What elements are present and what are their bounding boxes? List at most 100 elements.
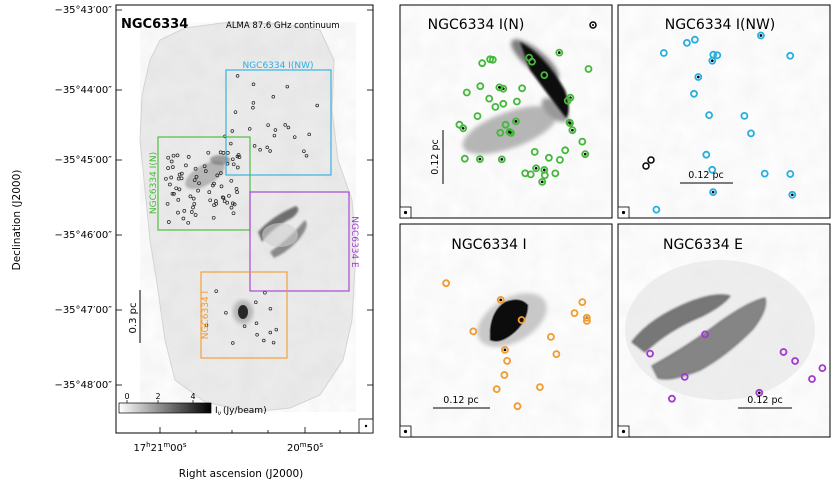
core-marker bbox=[556, 155, 564, 164]
core-marker bbox=[540, 165, 549, 174]
core-marker bbox=[540, 71, 549, 79]
panel-i-title: NGC6334 I bbox=[451, 237, 526, 253]
core-marker bbox=[193, 213, 198, 217]
panel-in-markers bbox=[455, 48, 593, 186]
core-marker bbox=[179, 171, 184, 176]
core-marker bbox=[473, 112, 482, 120]
core-marker bbox=[168, 182, 172, 187]
core-marker bbox=[496, 295, 505, 304]
dec-tick-label-1: −35°44′00″ bbox=[54, 85, 112, 96]
core-marker bbox=[536, 383, 544, 392]
core-marker bbox=[229, 205, 234, 210]
core-marker bbox=[247, 127, 252, 131]
core-marker bbox=[268, 306, 273, 311]
core-marker bbox=[214, 289, 218, 293]
core-marker bbox=[233, 110, 238, 114]
core-marker bbox=[220, 195, 225, 200]
core-marker bbox=[196, 188, 200, 193]
core-marker bbox=[166, 155, 171, 160]
core-marker bbox=[235, 190, 239, 195]
core-marker bbox=[285, 84, 290, 89]
colorbar-tick-2: 4 bbox=[190, 392, 195, 401]
core-marker bbox=[476, 82, 485, 91]
box-nw-label: NGC6334 I(NW) bbox=[242, 61, 313, 71]
core-marker bbox=[272, 133, 277, 138]
box-nw[interactable] bbox=[225, 69, 332, 176]
core-marker bbox=[170, 191, 175, 196]
core-marker bbox=[570, 309, 579, 318]
core-marker bbox=[182, 209, 187, 213]
panel-i-frame bbox=[399, 223, 613, 438]
core-marker bbox=[501, 120, 510, 129]
core-marker bbox=[808, 375, 816, 383]
core-marker bbox=[652, 205, 661, 214]
emission-e bbox=[258, 206, 307, 258]
panel-inw-frame bbox=[617, 4, 831, 219]
core-marker bbox=[578, 298, 587, 307]
core-marker bbox=[203, 169, 208, 173]
core-marker bbox=[191, 196, 196, 201]
core-marker bbox=[513, 97, 521, 106]
core-marker bbox=[582, 313, 591, 322]
core-marker bbox=[211, 183, 215, 188]
core-marker bbox=[186, 220, 191, 225]
core-marker bbox=[232, 202, 237, 207]
core-marker bbox=[204, 323, 209, 327]
core-marker bbox=[170, 165, 175, 169]
core-marker bbox=[528, 57, 536, 66]
core-marker bbox=[512, 117, 520, 126]
core-marker bbox=[713, 51, 722, 60]
core-marker bbox=[460, 154, 469, 163]
box-e[interactable] bbox=[249, 191, 350, 292]
core-marker bbox=[268, 330, 273, 335]
core-marker bbox=[530, 147, 539, 156]
core-marker bbox=[186, 155, 191, 159]
box-i-label: NGC6334 I bbox=[201, 291, 211, 339]
core-marker bbox=[500, 371, 509, 379]
core-marker bbox=[488, 55, 497, 64]
main-panel: 0 2 4 Iν (Jy/beam) 0.3 pc NGC6334 I(NW) N… bbox=[11, 4, 374, 480]
panel-in-scale-label: 0.12 pc bbox=[430, 139, 441, 174]
core-marker bbox=[218, 171, 223, 175]
core-marker bbox=[235, 154, 240, 159]
panel-e-scale-label: 0.12 pc bbox=[747, 395, 782, 406]
core-marker bbox=[485, 94, 494, 103]
core-marker bbox=[709, 188, 717, 197]
core-marker bbox=[561, 146, 570, 155]
panel-e: NGC6334 E 0.12 pc bbox=[617, 223, 831, 438]
core-marker bbox=[175, 153, 180, 158]
dec-tick-label-4: −35°47′00″ bbox=[54, 305, 112, 316]
core-marker bbox=[252, 144, 257, 148]
box-e-label: NGC6334 E bbox=[349, 216, 359, 268]
core-marker bbox=[265, 145, 269, 150]
core-marker bbox=[492, 385, 501, 394]
core-marker bbox=[583, 316, 591, 325]
box-in-label: NGC6334 I(N) bbox=[149, 152, 159, 214]
core-marker bbox=[164, 176, 168, 181]
core-marker bbox=[202, 164, 207, 169]
panel-inw-title: NGC6334 I(NW) bbox=[665, 17, 776, 33]
core-marker bbox=[176, 198, 181, 202]
main-title: NGC6334 bbox=[121, 17, 188, 32]
core-marker bbox=[192, 202, 197, 206]
core-marker bbox=[538, 177, 547, 186]
core-marker bbox=[566, 119, 574, 127]
box-in[interactable] bbox=[157, 136, 251, 231]
core-marker bbox=[251, 82, 256, 87]
core-marker bbox=[176, 176, 181, 181]
core-marker bbox=[215, 173, 220, 178]
panel-i-markers bbox=[442, 279, 591, 411]
core-marker bbox=[229, 178, 234, 183]
core-marker bbox=[192, 178, 197, 183]
core-marker bbox=[526, 170, 535, 179]
main-subtitle: ALMA 87.6 GHz continuum bbox=[226, 21, 340, 31]
core-marker bbox=[659, 49, 668, 57]
core-marker bbox=[455, 120, 464, 129]
core-marker bbox=[551, 169, 560, 178]
box-i[interactable] bbox=[200, 271, 288, 359]
core-marker bbox=[694, 73, 703, 81]
core-marker bbox=[255, 333, 259, 337]
core-marker bbox=[254, 321, 259, 326]
core-marker bbox=[491, 103, 500, 111]
dec-ticks bbox=[116, 9, 373, 386]
